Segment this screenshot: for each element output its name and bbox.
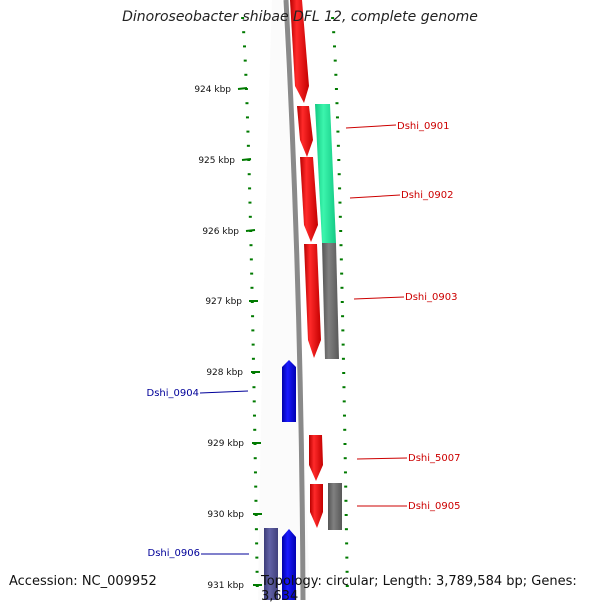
gene-arrow-dshi-0906[interactable] bbox=[282, 529, 296, 600]
reverse-strand-genes bbox=[264, 360, 296, 600]
scale-label-930: 930 kbp bbox=[207, 510, 244, 520]
leader-dshi-0903 bbox=[353, 296, 405, 300]
scale-ruler: 924 kbp 925 kbp 926 kbp 927 kbp 928 kbp … bbox=[194, 85, 262, 591]
scale-label-924: 924 kbp bbox=[194, 85, 231, 95]
label-leaders bbox=[199, 124, 408, 555]
gene-labels: Dshi_0901 Dshi_0902 Dshi_0903 Dshi_0904 … bbox=[147, 121, 461, 559]
gene-label-dshi-0901[interactable]: Dshi_0901 bbox=[397, 121, 449, 132]
minor-ticks-right bbox=[331, 17, 349, 587]
gene-label-dshi-5007[interactable]: Dshi_5007 bbox=[408, 453, 460, 464]
leader-dshi-0902 bbox=[349, 194, 401, 199]
scale-tick-924 bbox=[237, 87, 248, 90]
scale-label-927: 927 kbp bbox=[205, 297, 242, 307]
gene-arrow-dshi-0902[interactable] bbox=[300, 157, 318, 242]
leader-dshi-0904 bbox=[199, 390, 249, 394]
leader-dshi-0901 bbox=[345, 124, 397, 129]
track-band bbox=[258, 0, 310, 600]
backbone-line bbox=[283, 0, 306, 600]
scale-tick-926 bbox=[245, 229, 256, 232]
gene-label-dshi-0902[interactable]: Dshi_0902 bbox=[401, 190, 453, 201]
scale-label-931: 931 kbp bbox=[207, 581, 244, 591]
gene-arrow-dshi-5007[interactable] bbox=[309, 435, 323, 481]
feature-gray-upper[interactable] bbox=[322, 243, 339, 359]
feature-purple[interactable] bbox=[264, 528, 278, 600]
scale-label-925: 925 kbp bbox=[198, 156, 235, 166]
gene-label-dshi-0905[interactable]: Dshi_0905 bbox=[408, 501, 460, 512]
scale-label-928: 928 kbp bbox=[206, 368, 243, 378]
feature-gray-lower[interactable] bbox=[328, 483, 342, 530]
scale-tick-925 bbox=[241, 158, 252, 161]
gene-arrow-dshi-0905[interactable] bbox=[310, 484, 323, 528]
gene-label-dshi-0906[interactable]: Dshi_0906 bbox=[148, 548, 200, 559]
leader-dshi-5007 bbox=[356, 457, 408, 460]
accession-text: Accession: NC_009952 bbox=[9, 574, 157, 589]
feature-track bbox=[315, 104, 342, 530]
gene-label-dshi-0903[interactable]: Dshi_0903 bbox=[405, 292, 457, 303]
feature-teal[interactable] bbox=[315, 104, 336, 243]
map-title: Dinoroseobacter shibae DFL 12, complete … bbox=[122, 9, 478, 25]
forward-strand-genes bbox=[290, 0, 323, 528]
gene-arrow-dshi-0903[interactable] bbox=[304, 244, 321, 358]
gene-arrow-dshi-0904[interactable] bbox=[282, 360, 296, 422]
scale-label-929: 929 kbp bbox=[207, 439, 244, 449]
gene-arrow-dshi-0901[interactable] bbox=[297, 106, 313, 157]
scale-label-926: 926 kbp bbox=[202, 227, 239, 237]
gene-arrow-upstream[interactable] bbox=[290, 0, 309, 103]
gene-label-dshi-0904[interactable]: Dshi_0904 bbox=[147, 388, 199, 399]
